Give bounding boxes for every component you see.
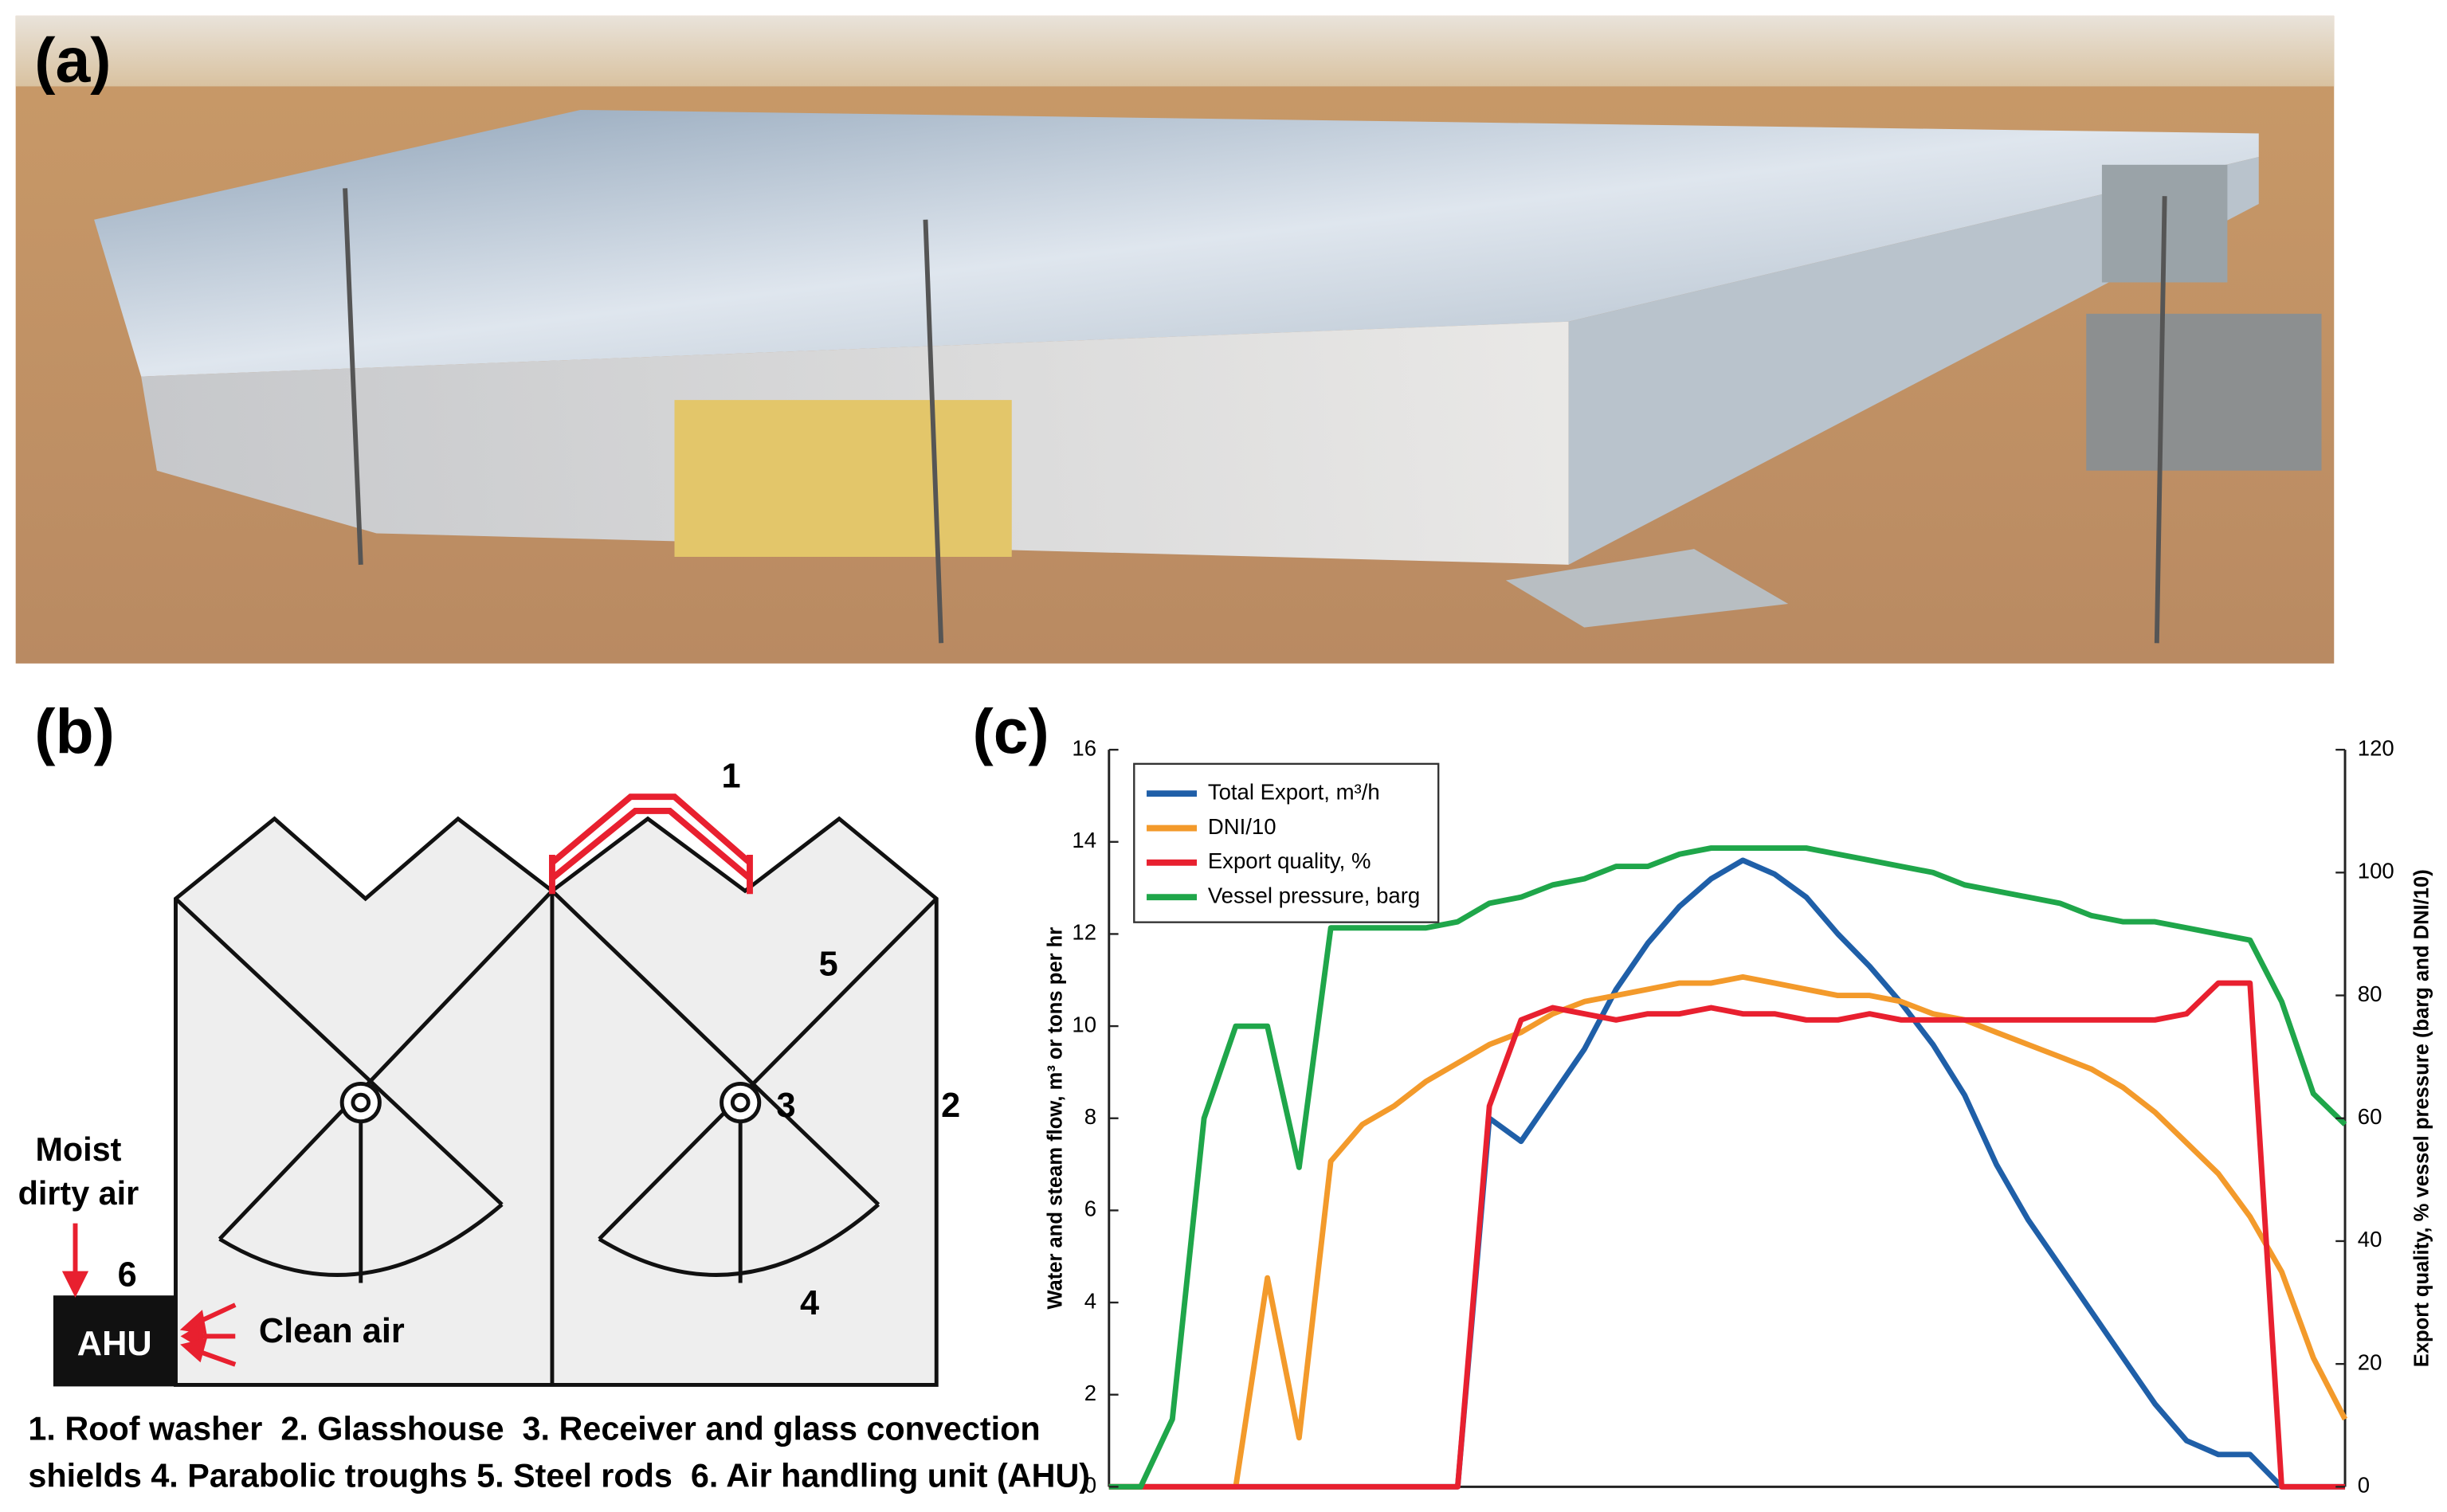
plot	[1108, 845, 2348, 1490]
ahu-label: AHU	[77, 1325, 152, 1363]
y2-tick-label: 60	[2358, 1104, 2382, 1129]
y-tick-label: 16	[1072, 735, 1096, 760]
arrows	[61, 1223, 237, 1367]
y-tick-label: 2	[1084, 1381, 1096, 1405]
y-tick-label: 8	[1084, 1104, 1096, 1129]
callout-number: 5	[819, 946, 838, 984]
y2-tick-label: 120	[2358, 735, 2394, 760]
y-axis-label: Water and steam flow, m³ or tons per hr	[1045, 927, 1067, 1310]
roof-washer	[549, 793, 753, 895]
caption-line: 1. Roof washer 2. Glasshouse 3. Receiver…	[28, 1410, 1040, 1447]
panel-label: (c)	[973, 696, 1049, 766]
y2-tick-label: 20	[2358, 1349, 2382, 1374]
series-line	[1108, 973, 2348, 1490]
y-tick-label: 0	[1084, 1473, 1096, 1498]
callout-number: 1	[722, 757, 741, 795]
y2-tick-label: 100	[2358, 859, 2394, 883]
photo	[15, 15, 2335, 664]
panel-label: (a)	[34, 25, 111, 96]
panel-label: (b)	[34, 696, 115, 766]
inlet-label: Moist dirty air	[18, 1132, 139, 1212]
y-tick-label: 10	[1072, 1012, 1096, 1036]
outlet-label: Clean air	[259, 1312, 405, 1350]
callout-number: 2	[941, 1087, 960, 1125]
y2-tick-label: 80	[2358, 981, 2382, 1006]
ahu-box	[53, 1295, 176, 1387]
series-line	[1108, 857, 2346, 1490]
y-tick-label: 12	[1072, 920, 1096, 945]
series-line	[1108, 845, 2347, 1490]
callout-number: 4	[800, 1284, 819, 1322]
y2-tick-label: 0	[2358, 1473, 2370, 1498]
legend-label: Export quality, %	[1208, 848, 1371, 873]
caption-line: shields 4. Parabolic troughs 5. Steel ro…	[28, 1457, 1090, 1494]
y2-axis-label: Export quality, % vessel pressure (barg …	[2410, 869, 2433, 1367]
inlet-label-box: Moist dirty air	[18, 1132, 139, 1212]
callout-number: 3	[776, 1087, 795, 1125]
y-tick-label: 14	[1072, 828, 1096, 852]
y2-tick-label: 40	[2358, 1227, 2382, 1252]
glasshouse-diagram	[174, 816, 939, 1387]
legend-label: Vessel pressure, barg	[1208, 883, 1420, 907]
y-tick-label: 4	[1084, 1288, 1096, 1313]
callout-number: 6	[118, 1255, 137, 1294]
series-line	[1108, 980, 2346, 1490]
legend-label: Total Export, m³/h	[1208, 780, 1380, 805]
y-tick-label: 6	[1084, 1197, 1096, 1221]
legend-label: DNI/10	[1208, 814, 1276, 839]
